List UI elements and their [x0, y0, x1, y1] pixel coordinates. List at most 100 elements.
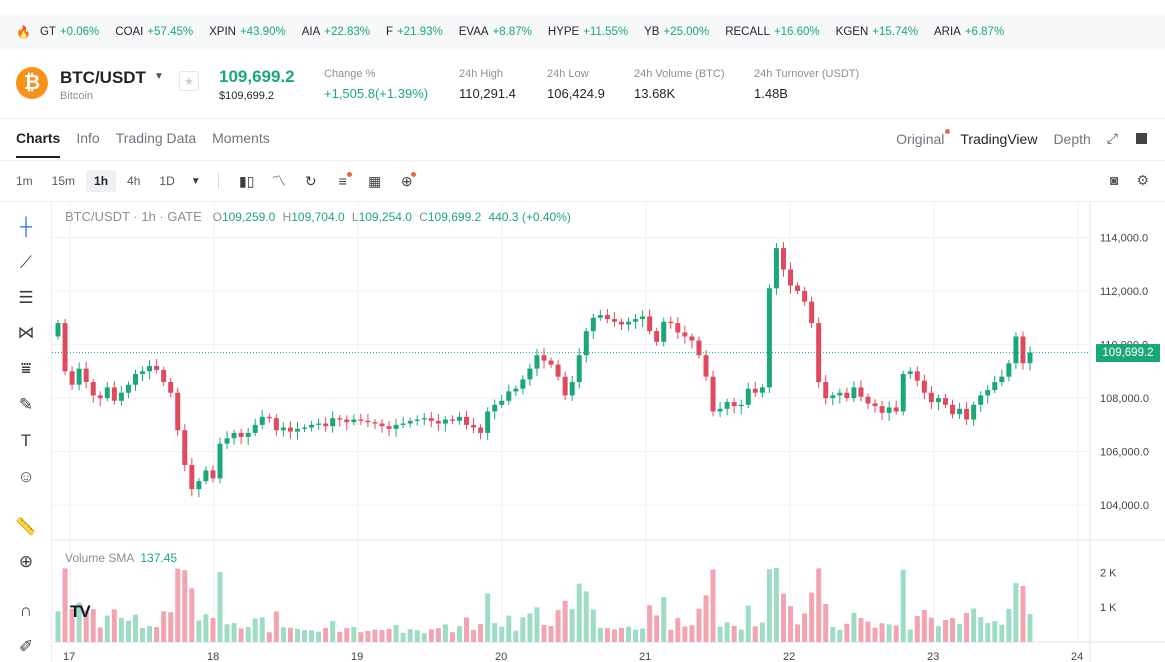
- interval-4h[interactable]: 4h: [127, 174, 141, 188]
- candle-body: [647, 316, 653, 332]
- magnet-icon[interactable]: ∩: [19, 601, 33, 620]
- ticker-item[interactable]: EVAA +8.87%: [459, 26, 532, 38]
- volume-tick-label: 1 K: [1100, 602, 1117, 614]
- candle-body: [259, 416, 265, 425]
- interval-1h[interactable]: 1h: [86, 170, 117, 192]
- volume-bar: [330, 621, 336, 642]
- stop-icon[interactable]: [1136, 133, 1147, 144]
- candle-body: [266, 416, 272, 419]
- x-tick-label: 18: [207, 651, 219, 662]
- candle-body: [520, 379, 526, 389]
- volume-bar: [985, 623, 991, 642]
- ticker-symbol: GT: [39, 26, 56, 38]
- ticker-item[interactable]: YB +25.00%: [644, 26, 709, 38]
- interval-15m[interactable]: 15m: [51, 174, 76, 188]
- candle-body: [421, 418, 427, 420]
- ticker-item[interactable]: COAI +57.45%: [115, 26, 193, 38]
- volume-bar: [682, 626, 688, 642]
- ticker-item[interactable]: GT +0.06%: [40, 26, 99, 38]
- ticker-item[interactable]: XPIN +43.90%: [209, 26, 286, 38]
- lock-drawings-icon[interactable]: ✐: [18, 637, 34, 656]
- candle-body: [611, 319, 617, 322]
- candle-body: [893, 407, 899, 412]
- candle-body: [633, 319, 639, 322]
- volume-bar: [633, 629, 639, 642]
- fib-icon[interactable]: ⩸: [20, 359, 32, 378]
- legend-open-key: O: [212, 210, 222, 224]
- ticker-symbol: EVAA: [458, 26, 489, 38]
- emoji-icon[interactable]: ☺: [17, 467, 35, 486]
- chevron-down-icon[interactable]: ▼: [190, 175, 201, 187]
- candle-body: [942, 398, 948, 405]
- text-icon[interactable]: T: [20, 431, 32, 450]
- tab-info[interactable]: Info: [76, 130, 100, 146]
- ticker-item[interactable]: ARIA +6.87%: [934, 26, 1004, 38]
- price-chart[interactable]: 1718192021222324114,000.0112,000.0110,00…: [52, 202, 1165, 662]
- volume-bar: [379, 630, 385, 642]
- ticker-symbol: ARIA: [934, 26, 961, 38]
- candle-body: [217, 443, 223, 479]
- chevron-down-icon[interactable]: ▼: [154, 71, 164, 82]
- tab-tradingview[interactable]: TradingView: [960, 130, 1038, 147]
- volume-bar: [886, 624, 892, 642]
- candle-body: [773, 248, 779, 289]
- volume-bar: [132, 614, 138, 642]
- candle-body: [456, 416, 462, 421]
- ticker-item[interactable]: KGEN +15.74%: [836, 26, 918, 38]
- ticker-item[interactable]: RECALL +16.60%: [725, 26, 819, 38]
- favorite-star-icon[interactable]: ★: [179, 71, 199, 91]
- pair-selector[interactable]: BTC/USDT: [60, 68, 146, 87]
- ruler-icon[interactable]: 📏: [15, 517, 37, 536]
- brush-icon[interactable]: ✎: [18, 395, 34, 414]
- layout-grid-icon[interactable]: ▦: [368, 172, 382, 189]
- camera-icon[interactable]: ◙: [1109, 172, 1119, 188]
- add-icon[interactable]: ⊕: [391, 171, 423, 190]
- candle-body: [654, 331, 660, 342]
- alert-list-icon[interactable]: ≡: [327, 172, 359, 189]
- tab-moments[interactable]: Moments: [212, 130, 270, 146]
- legend-close-key: C: [419, 210, 428, 224]
- volume-bar: [611, 629, 617, 642]
- candle-body: [759, 387, 765, 393]
- volume-bar: [273, 611, 279, 642]
- candle-body: [132, 373, 138, 385]
- tab-charts[interactable]: Charts: [16, 130, 61, 158]
- volume-bar: [196, 620, 202, 642]
- ticker-item[interactable]: F +21.93%: [386, 26, 443, 38]
- candle-body: [76, 368, 82, 385]
- ticker-change: +8.87%: [492, 26, 532, 38]
- tab-trading-data[interactable]: Trading Data: [115, 130, 197, 146]
- volume-bar: [231, 623, 237, 642]
- volume-bar: [654, 615, 660, 642]
- crosshair-icon[interactable]: ┼: [19, 217, 33, 236]
- replay-icon[interactable]: ↻: [304, 172, 317, 189]
- interval-1d[interactable]: 1D: [159, 174, 175, 188]
- volume-bar: [400, 632, 406, 642]
- candles-icon[interactable]: ▮▯: [239, 172, 255, 189]
- zoom-in-icon[interactable]: ⊕: [18, 552, 34, 571]
- candle-body: [985, 390, 991, 396]
- interval-1m[interactable]: 1m: [16, 174, 33, 188]
- expand-icon[interactable]: ⤢: [1106, 130, 1118, 146]
- candle-body: [97, 395, 103, 399]
- volume-bar: [456, 626, 462, 642]
- volume-bar: [907, 629, 913, 642]
- x-tick-label: 17: [63, 651, 75, 662]
- trend-line-icon[interactable]: ⟋: [20, 253, 32, 272]
- settings-icon[interactable]: ⚙: [1136, 172, 1149, 188]
- ticker-item[interactable]: HYPE +11.55%: [548, 26, 628, 38]
- pattern-icon[interactable]: ⋈: [17, 323, 35, 342]
- ticker-item[interactable]: AIA +22.83%: [302, 26, 370, 38]
- candle-body: [886, 407, 892, 413]
- tab-original[interactable]: Original: [896, 128, 951, 147]
- volume-bar: [675, 618, 681, 642]
- volume-bar: [217, 572, 223, 642]
- tab-depth[interactable]: Depth: [1053, 130, 1091, 147]
- horizontal-lines-icon[interactable]: ☰: [18, 288, 34, 307]
- candle-body: [928, 392, 934, 403]
- candle-body: [971, 404, 977, 420]
- candle-body: [196, 481, 202, 490]
- candle-body: [569, 382, 575, 396]
- volume-bar: [1027, 614, 1033, 642]
- indicators-icon[interactable]: 〽: [271, 173, 286, 189]
